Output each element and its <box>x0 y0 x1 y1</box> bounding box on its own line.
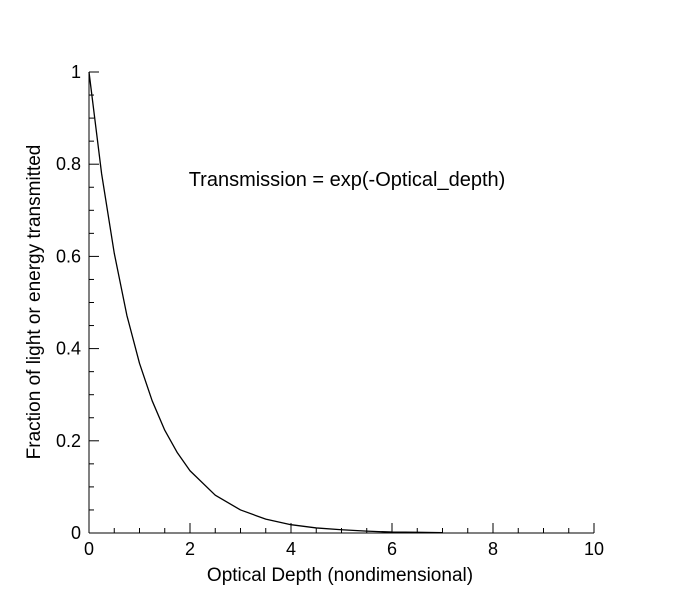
y-tick-label: 0.2 <box>56 431 81 451</box>
x-tick-label: 8 <box>488 539 498 559</box>
x-tick-label: 2 <box>185 539 195 559</box>
x-axis-title: Optical Depth (nondimensional) <box>207 565 473 586</box>
x-tick-label: 0 <box>84 539 94 559</box>
x-tick-label: 10 <box>584 539 604 559</box>
x-tick-label: 4 <box>286 539 296 559</box>
y-tick-label: 0.8 <box>56 154 81 174</box>
x-tick-label: 6 <box>387 539 397 559</box>
tick-labels: 0 2 4 6 8 10 0 0.2 0.4 0.6 0.8 1 <box>56 62 604 559</box>
y-tick-label: 0.4 <box>56 339 81 359</box>
transmission-curve <box>88 71 443 534</box>
y-tick-label: 0.6 <box>56 246 81 266</box>
series <box>88 71 443 534</box>
y-tick-label: 1 <box>71 62 81 82</box>
y-tick-label: 0 <box>71 523 81 543</box>
axes <box>88 72 594 534</box>
y-axis-title: Fraction of light or energy transmitted <box>24 145 45 460</box>
formula-annotation: Transmission = exp(-Optical_depth) <box>189 169 506 191</box>
ticks <box>88 71 595 534</box>
